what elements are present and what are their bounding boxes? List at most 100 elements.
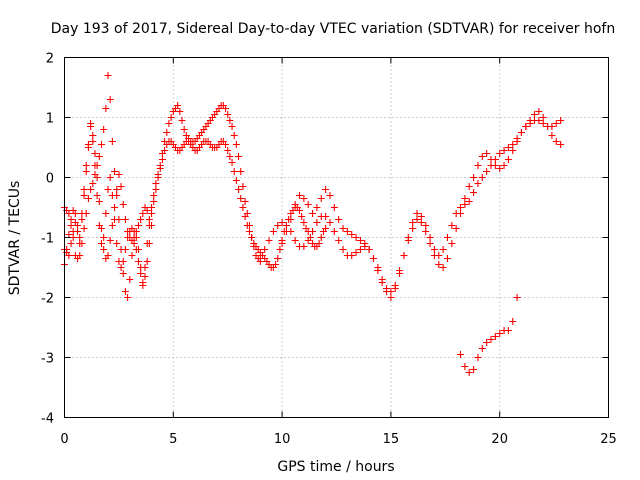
- data-point: [148, 222, 156, 229]
- data-point: [413, 210, 421, 217]
- data-point: [69, 234, 77, 241]
- data-point: [369, 255, 377, 262]
- data-point: [335, 216, 343, 223]
- data-point: [137, 270, 145, 277]
- data-point: [483, 339, 491, 346]
- data-point: [544, 123, 552, 130]
- data-point: [400, 252, 408, 259]
- x-tick-label: 25: [600, 432, 617, 447]
- data-point: [106, 96, 114, 103]
- data-point: [309, 228, 317, 235]
- data-point: [461, 201, 469, 208]
- data-point: [224, 147, 232, 154]
- chart-title: Day 193 of 2017, Sidereal Day-to-day VTE…: [51, 21, 615, 37]
- data-point: [317, 234, 325, 241]
- data-point: [119, 201, 127, 208]
- data-point: [413, 216, 421, 223]
- data-point: [126, 276, 134, 283]
- data-point: [298, 213, 306, 220]
- data-point: [245, 228, 253, 235]
- data-point: [291, 237, 299, 244]
- data-point: [67, 216, 75, 223]
- data-point: [356, 246, 364, 253]
- data-point: [139, 210, 147, 217]
- data-point: [422, 228, 430, 235]
- data-point: [67, 240, 75, 247]
- data-point: [504, 144, 512, 151]
- data-point: [76, 240, 84, 247]
- data-point: [76, 234, 84, 241]
- data-point: [552, 120, 560, 127]
- data-point: [82, 168, 90, 175]
- data-point: [343, 228, 351, 235]
- data-point: [470, 174, 478, 181]
- data-point: [65, 210, 73, 217]
- x-tick-labels: 0 5 10 15 20 25: [60, 432, 616, 447]
- data-point: [176, 108, 184, 115]
- data-point: [291, 201, 299, 208]
- data-point: [457, 351, 465, 358]
- data-point: [478, 153, 486, 160]
- x-tick-label: 10: [274, 432, 291, 447]
- data-point: [422, 222, 430, 229]
- data-point: [65, 231, 73, 238]
- data-point: [141, 264, 149, 271]
- data-point: [106, 174, 114, 181]
- y-tick-label: -3: [41, 352, 54, 367]
- data-point: [130, 240, 138, 247]
- data-point: [89, 180, 97, 187]
- data-point: [274, 222, 282, 229]
- data-point: [539, 114, 547, 121]
- x-tick-label: 0: [60, 432, 68, 447]
- data-point: [111, 216, 119, 223]
- data-point: [535, 108, 543, 115]
- data-point: [304, 237, 312, 244]
- data-point: [69, 228, 77, 235]
- data-point: [145, 240, 153, 247]
- data-point: [89, 138, 97, 145]
- data-point: [178, 117, 186, 124]
- data-point: [287, 216, 295, 223]
- data-point: [457, 210, 465, 217]
- data-point: [535, 117, 543, 124]
- data-point: [365, 246, 373, 253]
- data-point: [156, 165, 164, 172]
- data-point: [102, 105, 110, 112]
- data-point: [150, 198, 158, 205]
- data-point: [226, 153, 234, 160]
- data-point: [272, 261, 280, 268]
- data-point: [474, 354, 482, 361]
- data-point: [265, 237, 273, 244]
- data-point: [496, 165, 504, 172]
- data-point: [313, 204, 321, 211]
- x-tick-label: 20: [491, 432, 508, 447]
- data-point: [491, 162, 499, 169]
- data-point: [152, 186, 160, 193]
- data-point: [470, 366, 478, 373]
- data-point: [256, 255, 264, 262]
- series-track-5: [278, 108, 565, 295]
- data-point: [145, 216, 153, 223]
- data-point: [230, 132, 238, 139]
- data-point: [278, 219, 286, 226]
- data-point: [130, 228, 138, 235]
- data-point: [330, 204, 338, 211]
- data-point: [274, 255, 282, 262]
- data-point: [478, 345, 486, 352]
- data-point: [483, 168, 491, 175]
- data-point: [269, 228, 277, 235]
- data-point: [95, 153, 103, 160]
- data-point: [452, 225, 460, 232]
- data-point: [465, 183, 473, 190]
- data-point: [74, 255, 82, 262]
- data-point: [457, 204, 465, 211]
- data-point: [531, 111, 539, 118]
- data-point: [95, 198, 103, 205]
- data-point: [478, 174, 486, 181]
- data-point: [97, 240, 105, 247]
- data-point: [548, 132, 556, 139]
- data-point: [230, 168, 238, 175]
- data-point: [134, 258, 142, 265]
- data-point: [111, 204, 119, 211]
- data-point: [300, 219, 308, 226]
